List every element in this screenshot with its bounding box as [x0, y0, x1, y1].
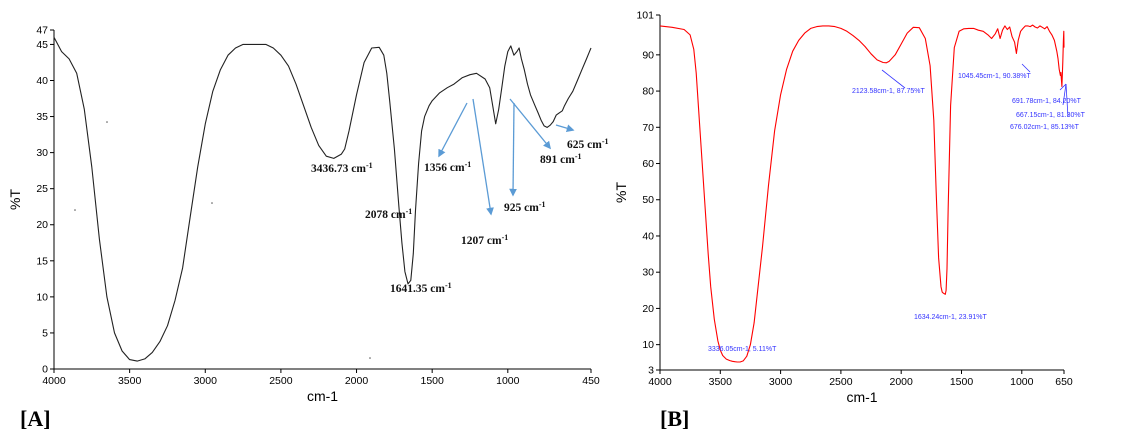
- annotation-arrow: [509, 98, 551, 150]
- annotation-arrow: [509, 102, 517, 197]
- y-tick-label: 70: [642, 122, 654, 134]
- x-tick-label: 3000: [769, 376, 793, 388]
- x-tick-label: 2000: [345, 375, 369, 387]
- annotation-leader: [1062, 83, 1067, 106]
- annotation-leader: [1065, 83, 1069, 118]
- y-tick-label: 50: [642, 194, 654, 206]
- x-tick-label: 1500: [420, 375, 444, 387]
- peak-annotation: 1356 cm-1: [424, 160, 471, 174]
- x-tick-label: 3000: [194, 375, 218, 387]
- peak-annotation: 1641.35 cm-1: [390, 281, 452, 295]
- peak-annotation: 1207 cm-1: [461, 233, 508, 247]
- peak-annotation: 676.02cm-1, 85.13%T: [1010, 124, 1080, 131]
- x-tick-label: 450: [582, 375, 600, 387]
- y-tick-label: 5: [42, 327, 48, 339]
- x-tick-label: 1000: [496, 375, 520, 387]
- y-tick-label: 10: [642, 339, 654, 351]
- y-tick-label: 20: [642, 303, 654, 315]
- y-tick-label: 45: [36, 39, 48, 51]
- x-tick-label: 4000: [648, 376, 672, 388]
- y-tick-label: 25: [36, 183, 48, 195]
- y-tick-label: 30: [36, 147, 48, 159]
- x-tick-label: 650: [1055, 376, 1073, 388]
- x-tick-label: 1000: [1010, 376, 1034, 388]
- x-tick-label: 3500: [709, 376, 733, 388]
- x-tick-label: 4000: [42, 375, 66, 387]
- peak-annotation: 691.78cm-1, 84.20%T: [1012, 98, 1082, 105]
- spectrum-line: [659, 24, 1065, 363]
- y-tick-label: 35: [36, 111, 48, 123]
- y-axis-label: %T: [7, 189, 23, 210]
- peak-annotation: 1045.45cm-1, 90.38%T: [958, 73, 1031, 80]
- peak-annotation: 667.15cm-1, 81.30%T: [1016, 112, 1086, 119]
- peak-annotation: 2078 cm-1: [365, 207, 412, 221]
- peak-annotation: 3336.05cm-1, 5.11%T: [708, 346, 777, 353]
- y-axis-label: %T: [613, 182, 629, 203]
- x-tick-label: 1500: [950, 376, 974, 388]
- scan-speck: [211, 202, 213, 204]
- chart-panel-a: 0 5 10 15 20 25 30 35 40 45 47 4000 3500 3000 2500 2000…: [7, 25, 608, 405]
- annotation-leader: [1021, 63, 1031, 73]
- y-tick-label: 90: [642, 49, 654, 61]
- y-tick-label: 40: [642, 230, 654, 242]
- panel-a-label: [A]: [20, 406, 51, 431]
- y-tick-label: 80: [642, 86, 654, 98]
- annotation-leader: [1059, 83, 1067, 91]
- y-tick-label: 60: [642, 158, 654, 170]
- x-tick-label: 2000: [890, 376, 914, 388]
- peak-annotation: 3436.73 cm-1: [311, 161, 373, 175]
- y-tick-label: 3: [648, 365, 654, 377]
- annotation-arrow: [438, 102, 468, 158]
- x-tick-label: 3500: [118, 375, 142, 387]
- peak-annotation: 625 cm-1: [567, 137, 608, 151]
- scan-speck: [106, 121, 108, 123]
- panel-b-label: [B]: [660, 406, 690, 431]
- peak-annotation: 925 cm-1: [504, 200, 545, 214]
- annotation-arrow: [472, 98, 494, 216]
- y-tick-label: 40: [36, 75, 48, 87]
- y-tick-label: 20: [36, 219, 48, 231]
- spectrum-line: [53, 36, 592, 362]
- y-tick-label: 15: [36, 255, 48, 267]
- peak-annotation: 891 cm-1: [540, 152, 581, 166]
- x-tick-label: 2500: [829, 376, 853, 388]
- x-axis-label: cm-1: [307, 388, 338, 404]
- annotation-arrow: [555, 124, 575, 132]
- y-tick-label: 47: [36, 25, 48, 37]
- scan-speck: [369, 357, 371, 359]
- x-tick-label: 2500: [269, 375, 293, 387]
- x-axis-label: cm-1: [846, 389, 877, 405]
- annotation-leader: [881, 69, 906, 89]
- chart-panel-b: 3 10 20 30 40 50 60 70 80 90 101 4000 3500 3000 2500 20…: [613, 10, 1086, 406]
- y-tick-label: 101: [636, 10, 654, 22]
- y-tick-label: 0: [42, 364, 48, 376]
- scan-speck: [74, 209, 76, 211]
- y-tick-label: 30: [642, 267, 654, 279]
- y-tick-label: 10: [36, 291, 48, 303]
- peak-annotation: 1634.24cm-1, 23.91%T: [914, 314, 987, 321]
- peak-annotation: 2123.58cm-1, 87.75%T: [852, 88, 925, 95]
